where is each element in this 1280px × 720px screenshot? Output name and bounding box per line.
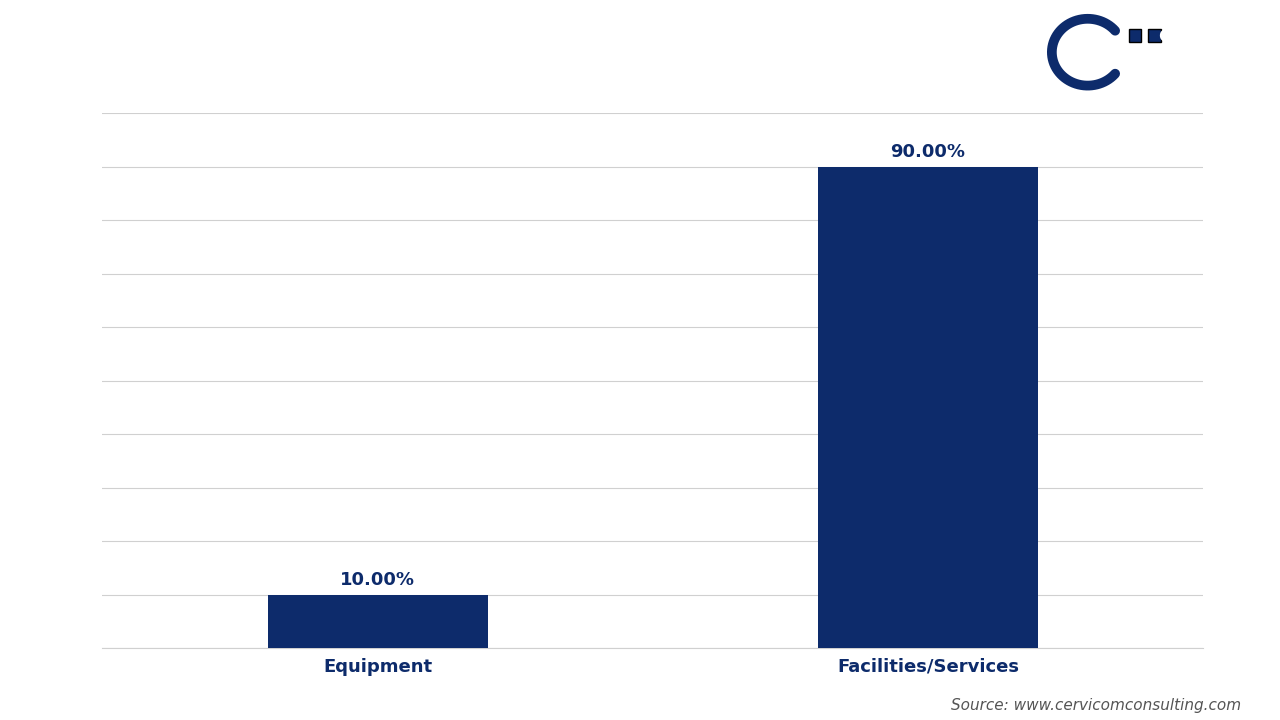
Text: 10.00%: 10.00% bbox=[340, 571, 415, 589]
Text: Cold Storage Market Share, By Storage Type, 2024 (%): Cold Storage Market Share, By Storage Ty… bbox=[68, 37, 1007, 67]
Text: Cervicorn: Cervicorn bbox=[1158, 27, 1256, 45]
Bar bbox=[268, 595, 488, 648]
Text: Source: www.cervicomconsulting.com: Source: www.cervicomconsulting.com bbox=[951, 698, 1242, 713]
Bar bbox=[818, 166, 1038, 648]
Text: Consulting: Consulting bbox=[1158, 64, 1266, 82]
FancyBboxPatch shape bbox=[1027, 6, 1165, 99]
FancyBboxPatch shape bbox=[1148, 30, 1161, 42]
Text: 90.00%: 90.00% bbox=[891, 143, 965, 161]
FancyBboxPatch shape bbox=[1129, 30, 1142, 42]
